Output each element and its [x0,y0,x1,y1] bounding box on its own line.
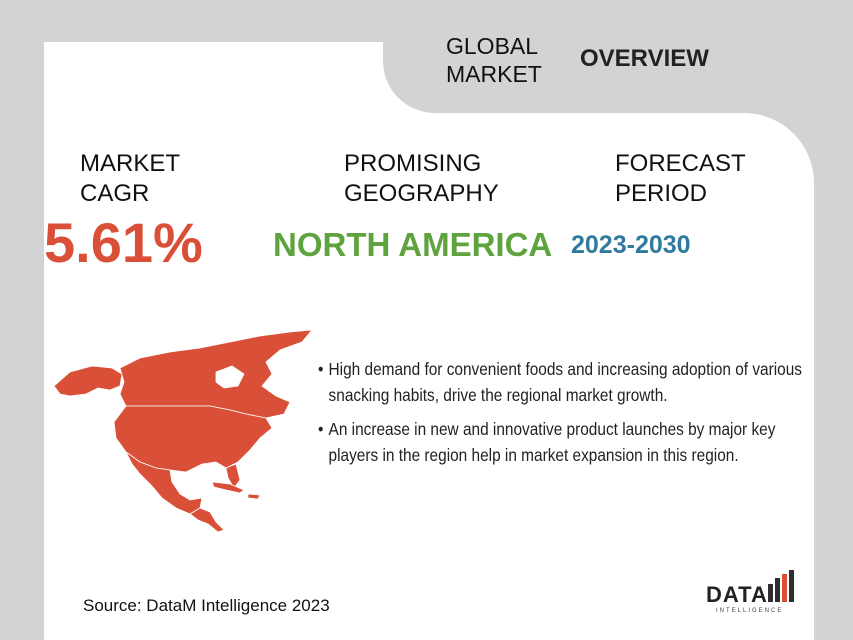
logo-main-text: DATA [706,582,768,607]
alaska-shape [53,365,123,397]
forecast-label-line2: PERIOD [615,180,708,207]
datam-logo: DATA INTELLIGENCE [706,568,798,616]
cagr-value: 5.61% [44,211,203,274]
bullet-item-2: An increase in new and innovative produc… [318,416,804,468]
north-america-map-icon [53,329,313,533]
cagr-label-line2: CAGR [80,180,150,207]
tab-line-market: MARKET [446,61,542,87]
content-card [44,42,814,640]
cagr-label-line1: MARKET [80,150,181,177]
tab-overview: OVERVIEW [580,45,709,72]
tab-line-global: GLOBAL [446,33,539,59]
source-text: Source: DataM Intelligence 2023 [83,596,330,615]
forecast-value: 2023-2030 [571,231,691,259]
geo-label-line2: GEOGRAPHY [344,180,499,207]
forecast-label-line1: FORECAST [615,150,746,177]
bar-chart-logo-icon [768,570,794,602]
header-tab [383,0,853,113]
mexico-shape [125,451,203,515]
bullet-item-1: High demand for convenient foods and inc… [318,356,804,408]
logo-sub-text: INTELLIGENCE [716,608,784,614]
geography-value: NORTH AMERICA [273,226,553,263]
geo-label-line1: PROMISING [344,150,482,177]
bullet-list: High demand for convenient foods and inc… [318,356,802,476]
